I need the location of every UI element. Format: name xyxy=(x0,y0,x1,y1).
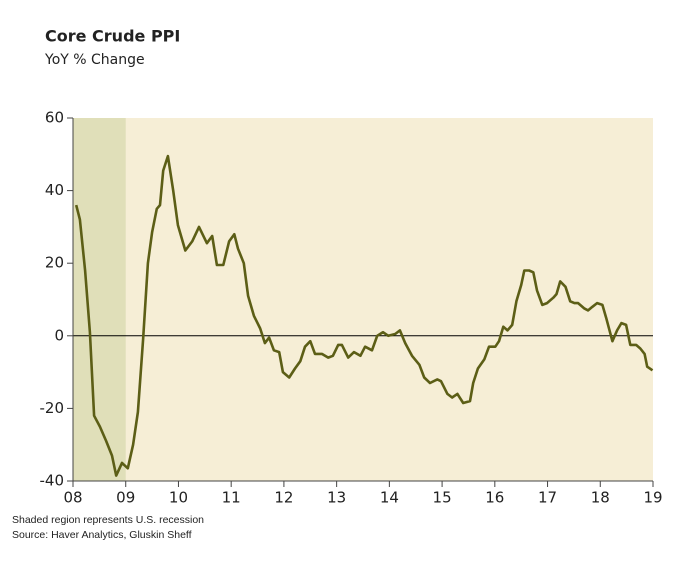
x-tick-label: 16 xyxy=(485,489,504,507)
note: Shaded region represents U.S. recession xyxy=(12,514,204,526)
y-tick-label: -20 xyxy=(40,399,65,417)
x-tick-label: 17 xyxy=(538,489,557,507)
x-tick-label: 13 xyxy=(327,489,346,507)
y-tick-label: 20 xyxy=(45,254,64,272)
x-tick-label: 09 xyxy=(116,489,135,507)
x-tick-label: 10 xyxy=(169,489,188,507)
chart-title: Core Crude PPI xyxy=(45,27,180,46)
x-tick-label: 12 xyxy=(274,489,293,507)
y-tick-label: 40 xyxy=(45,181,64,199)
x-tick-label: 08 xyxy=(63,489,82,507)
x-tick-label: 14 xyxy=(380,489,399,507)
y-tick-label: 60 xyxy=(45,109,64,127)
x-tick-label: 15 xyxy=(433,489,452,507)
recession-shade xyxy=(73,118,126,481)
y-tick-label: 0 xyxy=(54,326,64,344)
note: Source: Haver Analytics, Gluskin Sheff xyxy=(12,529,192,541)
x-tick-label: 19 xyxy=(643,489,662,507)
x-tick-label: 11 xyxy=(222,489,241,507)
data-line xyxy=(74,154,654,477)
plot-background xyxy=(73,118,653,481)
chart-subtitle: YoY % Change xyxy=(44,52,145,68)
x-tick-label: 18 xyxy=(591,489,610,507)
y-tick-label: -40 xyxy=(40,472,65,490)
